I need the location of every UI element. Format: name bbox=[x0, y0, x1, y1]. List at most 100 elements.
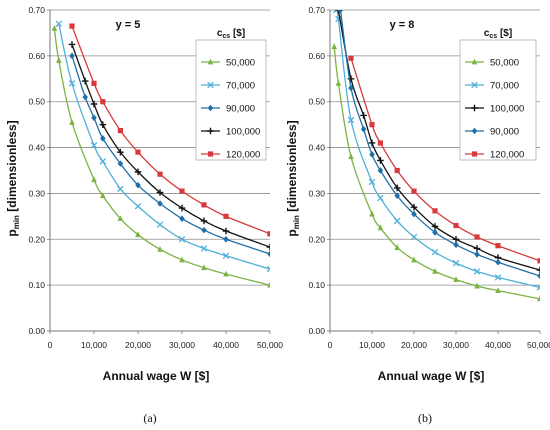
data-point bbox=[81, 77, 89, 85]
plot-area bbox=[331, 10, 540, 302]
data-point bbox=[432, 267, 438, 274]
data-point bbox=[474, 234, 480, 240]
y-tick-label: 0.70 bbox=[28, 5, 45, 15]
data-point bbox=[537, 272, 540, 280]
chart-panel-b: 0.00 0.10 0.20 0.30 0.40 0.50 0.60 0.70 0 10,000 2… bbox=[285, 5, 550, 425]
data-point bbox=[100, 192, 106, 199]
data-point bbox=[452, 259, 460, 267]
data-point bbox=[452, 235, 460, 243]
legend-marker bbox=[471, 127, 478, 135]
data-point bbox=[200, 217, 208, 225]
series-line bbox=[350, 57, 540, 262]
data-point bbox=[348, 55, 354, 61]
legend-label: 70,000 bbox=[490, 81, 519, 92]
data-point bbox=[411, 188, 417, 194]
data-point bbox=[377, 194, 384, 202]
data-point bbox=[201, 264, 207, 271]
y-tick-label: 0.40 bbox=[28, 143, 45, 153]
data-point bbox=[267, 231, 270, 237]
series-50000 bbox=[331, 43, 540, 302]
data-point bbox=[117, 148, 124, 156]
data-point bbox=[178, 204, 186, 212]
panel-caption: (b) bbox=[418, 411, 432, 425]
data-point bbox=[335, 79, 342, 86]
data-point bbox=[90, 100, 98, 108]
data-point bbox=[368, 178, 376, 186]
legend-label: 120,000 bbox=[490, 150, 524, 161]
x-tick-label: 30,000 bbox=[169, 340, 195, 350]
data-point bbox=[453, 241, 459, 249]
data-point bbox=[393, 217, 401, 225]
x-tick-label: 50,000 bbox=[257, 340, 283, 350]
legend-marker bbox=[207, 104, 214, 112]
y-tick-label: 0.20 bbox=[28, 234, 45, 244]
data-point bbox=[200, 245, 208, 252]
legend-label: 120,000 bbox=[226, 150, 260, 161]
y-tick-label: 0.60 bbox=[308, 51, 325, 61]
x-tick-label: 40,000 bbox=[213, 340, 239, 350]
data-point bbox=[495, 243, 501, 249]
data-point bbox=[117, 160, 124, 167]
data-point bbox=[179, 188, 185, 194]
x-tick-label: 30,000 bbox=[443, 340, 469, 350]
data-point bbox=[56, 57, 62, 63]
data-point bbox=[68, 41, 76, 48]
data-point bbox=[69, 23, 75, 29]
data-point bbox=[474, 251, 480, 258]
data-point bbox=[360, 125, 367, 133]
data-point bbox=[494, 274, 502, 281]
data-point bbox=[267, 281, 270, 288]
legend-marker bbox=[471, 151, 478, 157]
data-point bbox=[135, 231, 141, 238]
data-point bbox=[432, 229, 438, 236]
data-point bbox=[117, 185, 124, 193]
data-point bbox=[222, 252, 230, 260]
y-tick-label: 0.10 bbox=[308, 280, 325, 290]
legend-label: 100,000 bbox=[226, 127, 260, 138]
x-tick-label: 0 bbox=[48, 340, 53, 350]
x-tick-label: 50,000 bbox=[527, 340, 550, 350]
series-120000 bbox=[69, 23, 270, 237]
y-tick-label: 0.30 bbox=[308, 188, 325, 198]
data-point bbox=[117, 128, 123, 134]
data-point bbox=[431, 248, 439, 256]
data-point bbox=[201, 226, 207, 234]
data-point bbox=[100, 99, 106, 105]
data-point bbox=[135, 181, 141, 189]
y-tick-label: 0.50 bbox=[28, 97, 45, 107]
data-point bbox=[117, 215, 124, 222]
data-point bbox=[337, 10, 344, 14]
series-90000 bbox=[69, 52, 270, 258]
data-point bbox=[431, 223, 439, 230]
data-point bbox=[410, 233, 418, 241]
data-point bbox=[222, 227, 230, 235]
data-point bbox=[201, 202, 207, 208]
legend-marker bbox=[207, 151, 214, 157]
series-70000 bbox=[55, 20, 270, 273]
legend-label: 50,000 bbox=[490, 58, 519, 69]
data-point bbox=[100, 135, 106, 142]
data-point bbox=[411, 256, 417, 263]
data-point bbox=[91, 114, 97, 122]
series-120000 bbox=[348, 55, 540, 264]
data-point bbox=[411, 210, 417, 218]
data-point bbox=[536, 266, 540, 274]
data-point bbox=[453, 222, 459, 229]
data-point bbox=[537, 295, 540, 302]
data-point bbox=[394, 192, 400, 200]
y-tick-label: 0.70 bbox=[308, 5, 325, 15]
x-tick-label: 40,000 bbox=[485, 340, 511, 350]
data-point bbox=[377, 157, 384, 164]
data-point bbox=[91, 80, 97, 86]
data-point bbox=[360, 112, 367, 119]
series-100000 bbox=[335, 10, 540, 274]
x-tick-label: 10,000 bbox=[359, 340, 385, 350]
data-point bbox=[495, 287, 501, 294]
data-point bbox=[473, 268, 481, 275]
data-point bbox=[410, 203, 418, 211]
data-point bbox=[156, 189, 164, 196]
legend-marker bbox=[207, 81, 214, 89]
series-90000 bbox=[337, 10, 540, 280]
data-point bbox=[377, 140, 383, 146]
